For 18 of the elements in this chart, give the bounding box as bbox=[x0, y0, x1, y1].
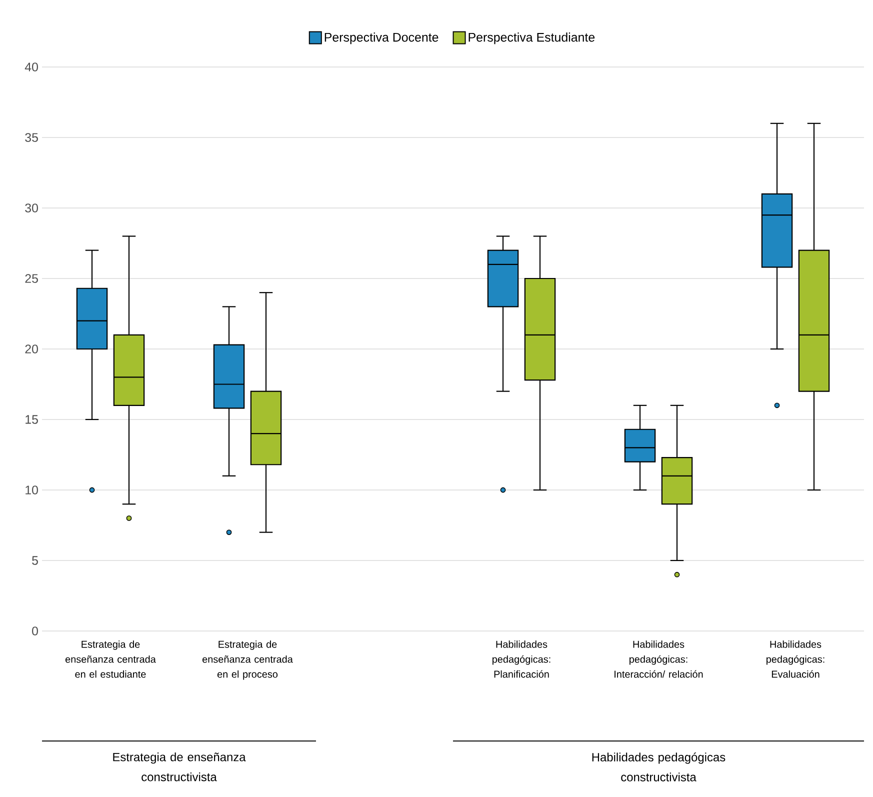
y-tick-label: 5 bbox=[32, 556, 38, 565]
x-tick-label: Habilidades pedagógicas: Evaluación bbox=[766, 640, 824, 678]
x-tick-label: Estrategia de enseñanza centrada en el proceso bbox=[202, 640, 293, 680]
legend-label: Perspectiva Estudiante bbox=[468, 32, 595, 44]
y-tick-label: 10 bbox=[26, 486, 38, 494]
y-tick-label: 25 bbox=[25, 274, 38, 283]
y-tick-label: 35 bbox=[25, 133, 38, 142]
y-tick-label: 0 bbox=[32, 626, 38, 636]
text: Estrategia de enseñanza constructivista bbox=[113, 752, 246, 782]
legend-label: Perspectiva Docente bbox=[324, 32, 438, 44]
x-tick-label: Habilidades pedagógicas: Planificación bbox=[492, 640, 550, 678]
y-tick-label: 15 bbox=[26, 415, 38, 424]
x-tick-label: Habilidades pedagógicas: Interacción/ relación bbox=[614, 640, 703, 678]
y-tick-label: 40 bbox=[24, 62, 38, 72]
x-tick-label: Estrategia de enseñanza centrada en el estudiante bbox=[66, 640, 156, 678]
text: Habilidades pedagógicas constructivista bbox=[592, 752, 726, 782]
y-tick-label: 30 bbox=[25, 204, 38, 212]
y-tick-label: 20 bbox=[25, 344, 38, 354]
